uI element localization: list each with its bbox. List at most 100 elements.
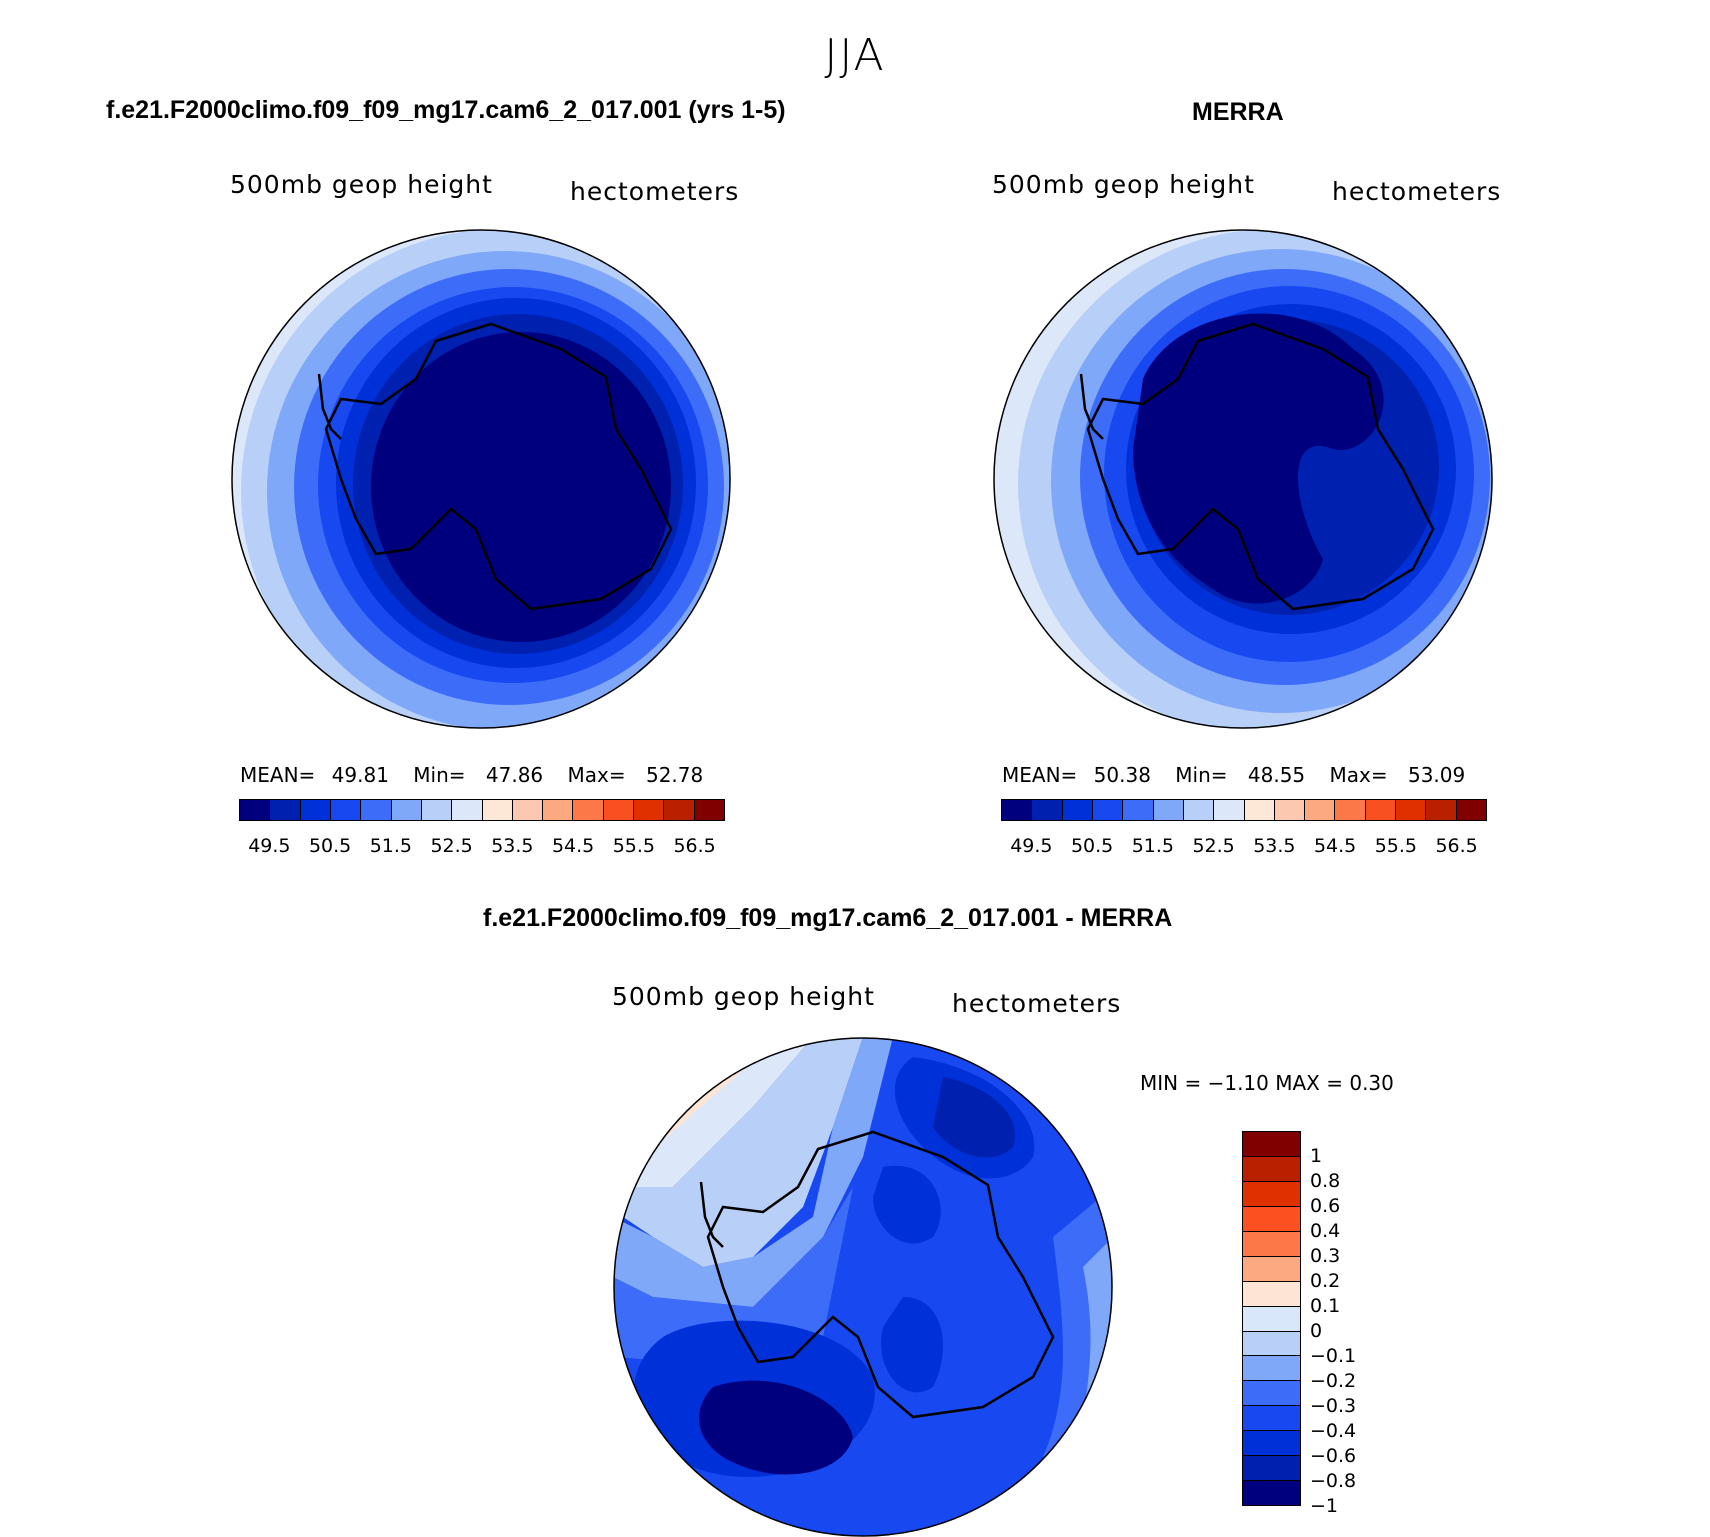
colorbar-tick-label: 0.4 bbox=[1310, 1220, 1341, 1242]
colorbar-tick-label: −0.1 bbox=[1310, 1345, 1357, 1367]
colorbar-swatch bbox=[573, 800, 604, 820]
colorbar-swatch bbox=[1305, 800, 1336, 820]
colorbar-swatch bbox=[1243, 1231, 1300, 1257]
colorbar-tick-label: −0.4 bbox=[1310, 1420, 1357, 1442]
colorbar-swatch bbox=[694, 800, 724, 820]
colorbar-swatch bbox=[634, 800, 665, 820]
colorbar-tick-label: 0.1 bbox=[1310, 1295, 1341, 1317]
colorbar-tick-label: −0.3 bbox=[1310, 1395, 1357, 1417]
model-colorbar bbox=[239, 799, 725, 821]
colorbar-swatch bbox=[1426, 800, 1457, 820]
colorbar-tick-label: 49.5 bbox=[1010, 835, 1053, 857]
colorbar-swatch bbox=[1243, 1256, 1300, 1282]
colorbar-swatch bbox=[1092, 800, 1124, 820]
colorbar-tick-label: 53.5 bbox=[491, 835, 534, 857]
colorbar-swatch bbox=[300, 800, 331, 820]
obs-map bbox=[993, 229, 1493, 729]
obs-colorbar-labels: 49.5 50.5 51.5 52.5 53.5 54.5 55.5 56.5 bbox=[1001, 835, 1487, 859]
colorbar-tick-label: 0.2 bbox=[1310, 1270, 1341, 1292]
obs-min-label: Min= bbox=[1175, 763, 1228, 787]
diff-map bbox=[613, 1037, 1113, 1537]
colorbar-swatch bbox=[1243, 1306, 1300, 1332]
colorbar-swatch bbox=[1243, 1132, 1300, 1157]
obs-stats: MEAN= 50.38 Min= 48.55 Max= 53.09 bbox=[1002, 763, 1465, 787]
model-max-label: Max= bbox=[567, 763, 626, 787]
model-max-value: 52.78 bbox=[645, 763, 704, 787]
colorbar-tick-label: 55.5 bbox=[1374, 835, 1418, 857]
colorbar-swatch bbox=[1243, 1456, 1300, 1482]
colorbar-swatch bbox=[1243, 1431, 1300, 1457]
colorbar-tick-label: −0.6 bbox=[1310, 1445, 1357, 1467]
obs-variable-label: 500mb geop height bbox=[992, 170, 1255, 199]
colorbar-swatch bbox=[1243, 1206, 1300, 1232]
colorbar-swatch bbox=[482, 800, 513, 820]
colorbar-tick-label: −0.2 bbox=[1310, 1370, 1357, 1392]
model-map bbox=[231, 229, 731, 729]
colorbar-swatch bbox=[1123, 800, 1154, 820]
colorbar-swatch bbox=[452, 800, 483, 820]
colorbar-tick-label: −0.8 bbox=[1310, 1470, 1357, 1492]
colorbar-tick-label: 0.8 bbox=[1310, 1170, 1341, 1192]
colorbar-tick-label: −1 bbox=[1310, 1495, 1339, 1517]
colorbar-tick-label: 54.5 bbox=[1313, 835, 1357, 857]
diff-colorbar bbox=[1242, 1131, 1301, 1506]
colorbar-tick-label: 50.5 bbox=[308, 835, 352, 857]
colorbar-tick-label: 50.5 bbox=[1070, 835, 1114, 857]
colorbar-swatch bbox=[330, 800, 362, 820]
colorbar-swatch bbox=[1456, 800, 1486, 820]
colorbar-swatch bbox=[1274, 800, 1306, 820]
colorbar-tick-label: 54.5 bbox=[551, 835, 595, 857]
colorbar-swatch bbox=[1153, 800, 1184, 820]
model-stats: MEAN= 49.81 Min= 47.86 Max= 52.78 bbox=[240, 763, 703, 787]
colorbar-swatch bbox=[270, 800, 301, 820]
colorbar-tick-label: 0 bbox=[1310, 1320, 1323, 1342]
obs-min-value: 48.55 bbox=[1247, 763, 1306, 787]
colorbar-tick-label: 53.5 bbox=[1253, 835, 1296, 857]
model-mean-value: 49.81 bbox=[331, 763, 389, 787]
obs-mean-value: 50.38 bbox=[1093, 763, 1151, 787]
colorbar-swatch bbox=[1365, 800, 1397, 820]
model-min-label: Min= bbox=[413, 763, 466, 787]
colorbar-swatch bbox=[1243, 1381, 1300, 1407]
model-min-value: 47.86 bbox=[485, 763, 544, 787]
colorbar-swatch bbox=[1002, 800, 1033, 820]
obs-panel-title: MERRA bbox=[1192, 98, 1284, 126]
colorbar-swatch bbox=[1243, 1181, 1300, 1207]
colorbar-swatch bbox=[664, 800, 695, 820]
diff-minmax: MIN = −1.10 MAX = 0.30 bbox=[1140, 1071, 1394, 1095]
colorbar-tick-label: 51.5 bbox=[1131, 835, 1175, 857]
colorbar-swatch bbox=[421, 800, 453, 820]
colorbar-swatch bbox=[1062, 800, 1093, 820]
model-mean-label: MEAN= bbox=[240, 763, 316, 787]
colorbar-swatch bbox=[361, 800, 392, 820]
obs-colorbar bbox=[1001, 799, 1487, 821]
colorbar-swatch bbox=[1243, 1156, 1300, 1182]
colorbar-swatch bbox=[1183, 800, 1215, 820]
model-colorbar-labels: 49.5 50.5 51.5 52.5 53.5 54.5 55.5 56.5 bbox=[239, 835, 725, 859]
colorbar-swatch bbox=[1243, 1356, 1300, 1382]
colorbar-swatch bbox=[1243, 1406, 1300, 1432]
colorbar-tick-label: 56.5 bbox=[1435, 835, 1478, 857]
colorbar-tick-label: 55.5 bbox=[612, 835, 656, 857]
model-panel-title: f.e21.F2000climo.f09_f09_mg17.cam6_2_017… bbox=[106, 96, 786, 124]
diff-variable-label: 500mb geop height bbox=[612, 982, 875, 1011]
colorbar-swatch bbox=[1243, 1331, 1300, 1357]
obs-max-label: Max= bbox=[1329, 763, 1388, 787]
colorbar-swatch bbox=[603, 800, 635, 820]
colorbar-swatch bbox=[1243, 1281, 1300, 1307]
colorbar-swatch bbox=[1244, 800, 1275, 820]
colorbar-swatch bbox=[1214, 800, 1245, 820]
colorbar-swatch bbox=[391, 800, 422, 820]
colorbar-swatch bbox=[1032, 800, 1063, 820]
colorbar-swatch bbox=[1243, 1481, 1300, 1506]
model-variable-label: 500mb geop height bbox=[230, 170, 493, 199]
colorbar-swatch bbox=[512, 800, 544, 820]
colorbar-swatch bbox=[1396, 800, 1427, 820]
colorbar-tick-label: 51.5 bbox=[369, 835, 413, 857]
colorbar-tick-label: 0.3 bbox=[1310, 1245, 1341, 1267]
figure-title: JJA bbox=[824, 30, 886, 81]
diff-colorbar-labels: 1 0.8 0.6 0.4 0.3 0.2 0.1 0 −0.1 −0.2 −0.3 −0.4 −0.6… bbox=[1310, 1131, 1390, 1517]
colorbar-tick-label: 56.5 bbox=[673, 835, 716, 857]
obs-units-label: hectometers bbox=[1332, 177, 1502, 206]
colorbar-tick-label: 49.5 bbox=[248, 835, 291, 857]
